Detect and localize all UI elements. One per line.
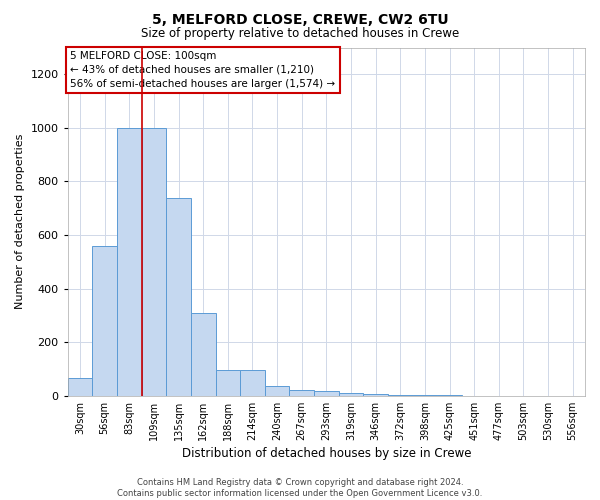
Bar: [166, 198, 191, 396]
Bar: [413, 395, 437, 396]
Bar: [215, 370, 240, 396]
Bar: [289, 390, 314, 396]
Bar: [388, 394, 413, 396]
Bar: [240, 370, 265, 396]
Bar: [338, 393, 364, 396]
Bar: [92, 246, 117, 396]
Text: Contains HM Land Registry data © Crown copyright and database right 2024.
Contai: Contains HM Land Registry data © Crown c…: [118, 478, 482, 498]
Bar: [191, 313, 215, 396]
Bar: [117, 128, 142, 396]
Bar: [68, 378, 92, 396]
X-axis label: Distribution of detached houses by size in Crewe: Distribution of detached houses by size …: [182, 447, 471, 460]
Bar: [314, 391, 338, 396]
Bar: [364, 394, 388, 396]
Text: Size of property relative to detached houses in Crewe: Size of property relative to detached ho…: [141, 28, 459, 40]
Bar: [142, 128, 166, 396]
Text: 5, MELFORD CLOSE, CREWE, CW2 6TU: 5, MELFORD CLOSE, CREWE, CW2 6TU: [152, 12, 448, 26]
Y-axis label: Number of detached properties: Number of detached properties: [15, 134, 25, 310]
Text: 5 MELFORD CLOSE: 100sqm
← 43% of detached houses are smaller (1,210)
56% of semi: 5 MELFORD CLOSE: 100sqm ← 43% of detache…: [70, 51, 335, 89]
Bar: [265, 386, 289, 396]
